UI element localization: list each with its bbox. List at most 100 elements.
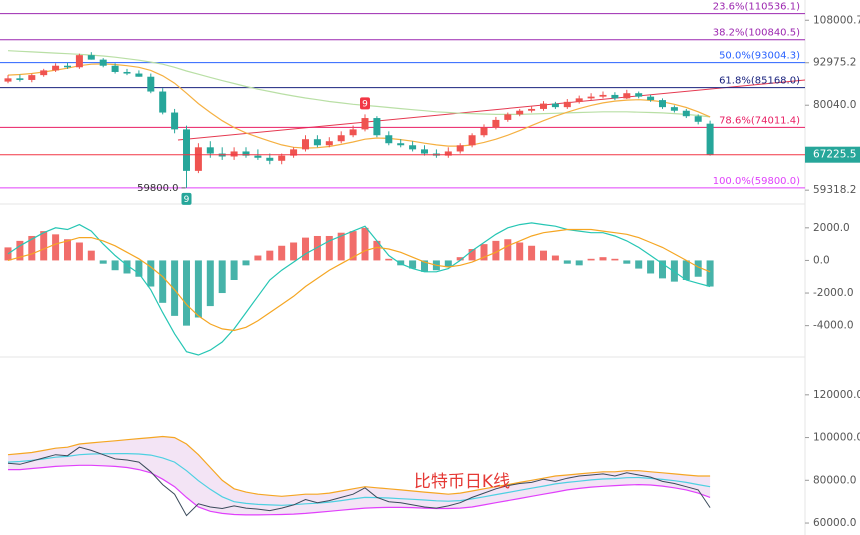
candle-body [52, 65, 60, 71]
candle-body [87, 55, 95, 60]
macd-bar [183, 260, 190, 326]
candle-body [480, 127, 488, 136]
candle-body [278, 155, 286, 161]
candle-body [75, 55, 83, 68]
candle-body [230, 151, 238, 157]
fib-label: 50.0%(93004.3) [719, 51, 800, 62]
candle-body [349, 129, 357, 136]
macd-bar [635, 260, 643, 269]
candle-body [635, 93, 643, 97]
candle-body [99, 59, 107, 66]
candle-body [325, 141, 333, 146]
candle-body [385, 135, 393, 144]
candle-body [540, 103, 547, 109]
candle-body [183, 129, 190, 171]
candle-body [111, 65, 119, 72]
macd-bar [361, 227, 369, 261]
macd-bar [111, 260, 119, 271]
y-tick-label: 80000.0 [813, 474, 856, 486]
macd-bar [218, 260, 226, 294]
band-line [7, 453, 711, 506]
macd-line [7, 228, 711, 332]
y-tick-label: 59318.2 [813, 184, 856, 196]
candle-body [599, 94, 607, 97]
y-tick-label: 2000.0 [813, 222, 850, 234]
macd-bar [421, 260, 428, 272]
y-tick-label: 0.0 [813, 254, 830, 266]
price-line [7, 446, 711, 517]
candle-body [147, 76, 155, 92]
macd-bar [302, 237, 309, 261]
macd-bar [516, 242, 524, 261]
macd-bar [444, 260, 452, 267]
candle-body [504, 114, 512, 120]
candle-body [421, 149, 428, 154]
candle-body [623, 93, 631, 99]
candle-body [611, 94, 619, 99]
macd-bar [385, 258, 393, 261]
macd-bar [123, 260, 131, 274]
last-price-box [805, 146, 860, 163]
band-line [8, 464, 711, 516]
macd-bar [159, 260, 167, 303]
macd-bar [694, 260, 702, 277]
macd-bar [647, 260, 655, 274]
band-line [7, 435, 711, 497]
candle-body [194, 147, 202, 171]
macd-bar [373, 240, 381, 261]
candle-body [64, 65, 71, 68]
macd-bar [278, 245, 286, 261]
candle-body [468, 135, 476, 146]
macd-bar [254, 255, 262, 261]
y-tick-label: 100000.0 [813, 432, 860, 444]
macd-bar [135, 260, 143, 277]
macd-bar [266, 250, 274, 261]
macd-bar [397, 260, 405, 266]
macd-bar [313, 235, 321, 261]
td-badge [360, 97, 370, 110]
macd-bar [16, 240, 24, 261]
candle-body [373, 118, 381, 136]
last-price-label: 67225.5 [813, 149, 856, 161]
macd-bar [587, 258, 595, 261]
macd-bar [456, 257, 464, 261]
candle-body [206, 147, 214, 154]
macd-bar [147, 260, 155, 287]
candle-body [551, 103, 559, 108]
macd-bar [242, 260, 250, 266]
macd-line [7, 222, 711, 356]
candle-body [135, 73, 143, 77]
low-label: 59800.0 [137, 183, 178, 194]
candle-body [682, 110, 690, 117]
td-label: 9 [362, 99, 368, 109]
chart-title: 比特币日K线 [414, 472, 510, 492]
macd-bar [409, 260, 417, 269]
y-tick-label: -2000.0 [813, 287, 854, 299]
macd-bar [75, 242, 83, 261]
macd-bar [4, 247, 12, 261]
macd-bar [504, 239, 512, 261]
candle-body [670, 107, 678, 111]
macd-bar [528, 245, 536, 261]
fib-label: 38.2%(100840.5) [713, 28, 800, 39]
candle-body [123, 71, 131, 74]
macd-bar [706, 260, 714, 287]
candle-body [159, 91, 167, 113]
candle-body [361, 118, 369, 130]
candle-body [516, 110, 524, 115]
macd-bar [87, 250, 95, 261]
macd-bar [64, 239, 71, 261]
y-tick-label: 60000.0 [813, 517, 856, 529]
macd-bar [40, 231, 48, 261]
fib-label: 61.8%(85168.0) [719, 76, 800, 87]
y-tick-label: 80040.0 [813, 99, 856, 111]
candle-body [575, 98, 583, 102]
y-tick-label: 92975.2 [813, 57, 856, 69]
td-badge [181, 192, 192, 205]
macd-bar [623, 260, 631, 264]
macd-bar [540, 250, 547, 261]
candle-body [4, 78, 12, 82]
macd-bar [290, 242, 298, 261]
